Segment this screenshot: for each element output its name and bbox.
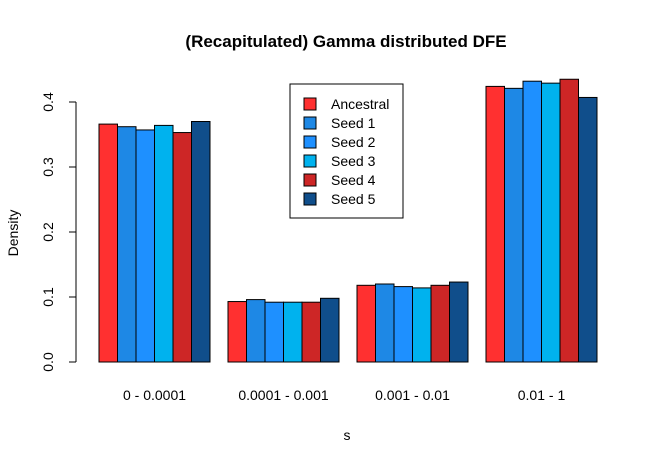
bar-seed-2-group-4 [522,80,542,363]
bar-seed-2-group-1 [135,129,155,363]
bar-seed-1-group-2 [246,299,266,363]
bar-seed-3-group-4 [541,82,561,363]
bar-seed-5-group-1 [191,121,211,363]
bar-seed-3-group-3 [412,287,432,363]
y-tick-label: 0.2 [40,222,56,242]
bar-seed-2-group-3 [393,286,413,363]
bar-seed-4-group-2 [301,301,321,363]
bar-seed-4-group-1 [172,132,192,363]
chart-title: (Recapitulated) Gamma distributed DFE [185,32,506,51]
bar-ancestral-group-1 [98,123,118,363]
bar-seed-5-group-2 [320,297,340,363]
y-tick-label: 0.4 [40,92,56,112]
bar-seed-5-group-3 [449,281,469,363]
bar-ancestral-group-2 [227,301,247,363]
legend: Ancestral Seed 1 Seed 2 Seed 3 Seed 4 Seed 5 [289,83,404,219]
legend-label: Seed 1 [331,115,376,131]
legend-label: Seed 5 [331,191,376,207]
legend-swatch [303,116,317,130]
bar-seed-1-group-1 [117,126,137,363]
legend-swatch [303,154,317,168]
legend-swatch [303,135,317,149]
x-tick-labels: 0 - 0.0001 0.0001 - 0.001 0.001 - 0.01 0.01… [123,387,565,403]
x-tick-label: 0.01 - 1 [518,387,566,403]
bar-seed-3-group-1 [154,124,174,363]
bar-seed-2-group-2 [264,301,284,363]
bar-seed-3-group-2 [283,301,303,363]
bar-ancestral-group-4 [485,85,505,363]
bar-seed-1-group-3 [375,283,395,363]
x-tick-label: 0.0001 - 0.001 [238,387,329,403]
y-tick-label: 0.0 [40,352,56,372]
x-tick-label: 0.001 - 0.01 [375,387,450,403]
legend-label: Seed 4 [331,172,376,188]
bar-seed-5-group-4 [578,96,598,363]
y-tick-label: 0.3 [40,157,56,177]
y-tick-label: 0.1 [40,287,56,307]
x-axis-label: s [344,427,351,443]
bar-ancestral-group-3 [356,284,376,363]
legend-swatch [303,173,317,187]
bar-seed-1-group-4 [504,87,524,363]
bars [98,78,598,363]
y-axis-label: Density [5,210,21,257]
x-tick-label: 0 - 0.0001 [123,387,186,403]
bar-seed-4-group-3 [430,284,450,363]
legend-label: Seed 2 [331,134,376,150]
legend-label: Ancestral [331,96,389,112]
bar-seed-4-group-4 [559,78,579,363]
legend-swatch [303,192,317,206]
legend-label: Seed 3 [331,153,376,169]
legend-swatch [303,97,317,111]
y-axis: 0.0 0.1 0.2 0.3 0.4 [40,92,77,372]
